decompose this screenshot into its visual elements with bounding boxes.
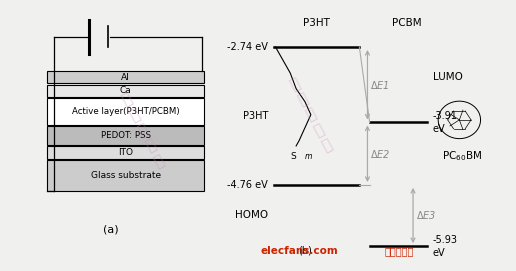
- Text: $\Delta$E1: $\Delta$E1: [370, 79, 390, 91]
- Bar: [47, 146, 204, 159]
- Bar: [47, 98, 204, 125]
- Text: Glass substrate: Glass substrate: [91, 171, 161, 180]
- Text: elecfans.com: elecfans.com: [260, 246, 338, 256]
- Text: 电
系
统
设
计: 电 系 统 设 计: [119, 91, 167, 170]
- Text: $\Delta$E2: $\Delta$E2: [370, 148, 391, 160]
- Text: eV: eV: [433, 124, 445, 134]
- Text: 电子发烧友: 电子发烧友: [384, 246, 414, 256]
- Text: (b): (b): [298, 245, 312, 255]
- Text: LUMO: LUMO: [433, 72, 463, 82]
- Text: Active layer(P3HT/PCBM): Active layer(P3HT/PCBM): [72, 107, 180, 116]
- Text: $\Delta$E3: $\Delta$E3: [416, 209, 437, 221]
- Text: PEDOT: PSS: PEDOT: PSS: [101, 131, 151, 140]
- Text: -2.74 eV: -2.74 eV: [228, 42, 268, 52]
- Bar: [47, 71, 204, 83]
- Text: (a): (a): [103, 224, 119, 234]
- Text: Al: Al: [121, 73, 130, 82]
- Text: -3.91: -3.91: [433, 111, 458, 121]
- Text: -4.76 eV: -4.76 eV: [228, 180, 268, 190]
- Bar: [47, 126, 204, 145]
- Text: ITO: ITO: [118, 148, 133, 157]
- Text: P3HT: P3HT: [303, 18, 330, 28]
- Text: 电
系
统
设
计: 电 系 统 设 计: [287, 75, 335, 154]
- Text: P3HT: P3HT: [243, 111, 268, 121]
- Text: PCBM: PCBM: [392, 18, 422, 28]
- Text: HOMO: HOMO: [235, 211, 268, 221]
- Text: Ca: Ca: [120, 86, 132, 95]
- Text: PC$_{60}$BM: PC$_{60}$BM: [442, 149, 482, 163]
- Text: eV: eV: [433, 248, 445, 257]
- Text: m: m: [305, 152, 312, 161]
- Text: -5.93: -5.93: [433, 235, 458, 244]
- Bar: [47, 160, 204, 191]
- Text: S: S: [291, 152, 296, 161]
- Bar: [47, 85, 204, 97]
